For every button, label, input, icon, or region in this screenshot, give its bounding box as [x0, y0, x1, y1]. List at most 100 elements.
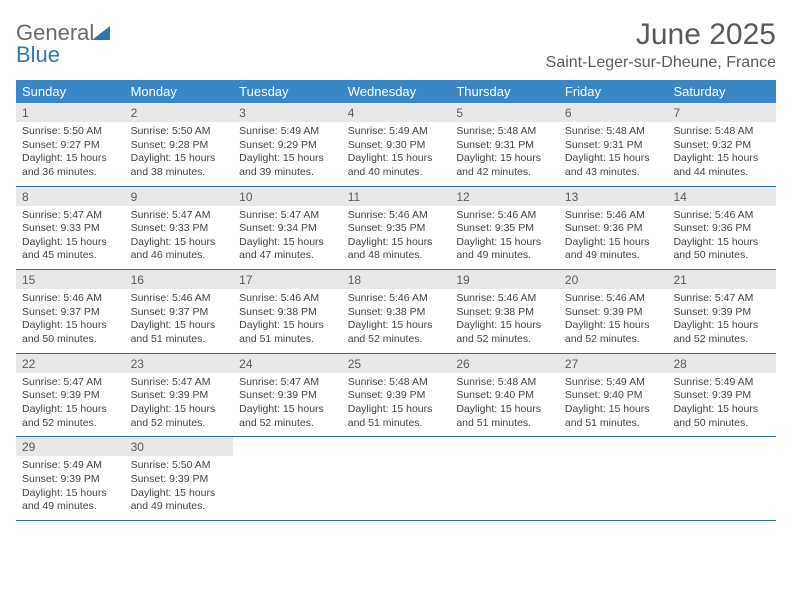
day-content: Sunrise: 5:48 AMSunset: 9:32 PMDaylight:… — [667, 122, 776, 186]
sunset-text: Sunset: 9:37 PM — [131, 306, 228, 320]
sunrise-text: Sunrise: 5:46 AM — [456, 209, 553, 223]
day-content — [342, 456, 451, 520]
daylight-text: Daylight: 15 hours and 46 minutes. — [131, 236, 228, 263]
sunset-text: Sunset: 9:32 PM — [673, 139, 770, 153]
sunset-text: Sunset: 9:39 PM — [673, 389, 770, 403]
content-row: Sunrise: 5:47 AMSunset: 9:33 PMDaylight:… — [16, 206, 776, 270]
day-number: 4 — [342, 103, 451, 122]
dow-cell: Tuesday — [233, 80, 342, 103]
day-content: Sunrise: 5:46 AMSunset: 9:35 PMDaylight:… — [342, 206, 451, 270]
sunrise-text: Sunrise: 5:49 AM — [348, 125, 445, 139]
day-content: Sunrise: 5:49 AMSunset: 9:40 PMDaylight:… — [559, 373, 668, 437]
sunset-text: Sunset: 9:31 PM — [456, 139, 553, 153]
sunset-text: Sunset: 9:40 PM — [565, 389, 662, 403]
daylight-text: Daylight: 15 hours and 51 minutes. — [239, 319, 336, 346]
sunset-text: Sunset: 9:35 PM — [456, 222, 553, 236]
daylight-text: Daylight: 15 hours and 52 minutes. — [565, 319, 662, 346]
month-title: June 2025 — [546, 18, 776, 52]
sunrise-text: Sunrise: 5:46 AM — [348, 209, 445, 223]
sunset-text: Sunset: 9:39 PM — [22, 389, 119, 403]
daylight-text: Daylight: 15 hours and 51 minutes. — [565, 403, 662, 430]
sunrise-text: Sunrise: 5:47 AM — [131, 209, 228, 223]
sunset-text: Sunset: 9:28 PM — [131, 139, 228, 153]
dow-cell: Thursday — [450, 80, 559, 103]
daylight-text: Daylight: 15 hours and 50 minutes. — [673, 403, 770, 430]
daylight-text: Daylight: 15 hours and 52 minutes. — [22, 403, 119, 430]
sunset-text: Sunset: 9:39 PM — [22, 473, 119, 487]
day-number: 21 — [667, 270, 776, 289]
dow-row: SundayMondayTuesdayWednesdayThursdayFrid… — [16, 80, 776, 103]
sunrise-text: Sunrise: 5:46 AM — [22, 292, 119, 306]
sunrise-text: Sunrise: 5:50 AM — [22, 125, 119, 139]
day-number: 3 — [233, 103, 342, 122]
sunset-text: Sunset: 9:38 PM — [348, 306, 445, 320]
daynum-row: 22232425262728 — [16, 354, 776, 373]
day-content: Sunrise: 5:49 AMSunset: 9:29 PMDaylight:… — [233, 122, 342, 186]
sunset-text: Sunset: 9:36 PM — [565, 222, 662, 236]
logo-text-2: Blue — [16, 42, 60, 67]
sunset-text: Sunset: 9:34 PM — [239, 222, 336, 236]
sunrise-text: Sunrise: 5:46 AM — [673, 209, 770, 223]
sunrise-text: Sunrise: 5:46 AM — [348, 292, 445, 306]
day-number: 26 — [450, 354, 559, 373]
day-content: Sunrise: 5:46 AMSunset: 9:38 PMDaylight:… — [450, 289, 559, 353]
day-content: Sunrise: 5:46 AMSunset: 9:37 PMDaylight:… — [16, 289, 125, 353]
daylight-text: Daylight: 15 hours and 44 minutes. — [673, 152, 770, 179]
sunset-text: Sunset: 9:36 PM — [673, 222, 770, 236]
day-content: Sunrise: 5:50 AMSunset: 9:39 PMDaylight:… — [125, 456, 234, 520]
daylight-text: Daylight: 15 hours and 49 minutes. — [22, 487, 119, 514]
sunset-text: Sunset: 9:29 PM — [239, 139, 336, 153]
daynum-row: 891011121314 — [16, 187, 776, 206]
sunrise-text: Sunrise: 5:48 AM — [673, 125, 770, 139]
day-number: 14 — [667, 187, 776, 206]
content-row: Sunrise: 5:46 AMSunset: 9:37 PMDaylight:… — [16, 289, 776, 353]
week-block: 891011121314Sunrise: 5:47 AMSunset: 9:33… — [16, 187, 776, 271]
sunrise-text: Sunrise: 5:49 AM — [673, 376, 770, 390]
daylight-text: Daylight: 15 hours and 45 minutes. — [22, 236, 119, 263]
day-content: Sunrise: 5:47 AMSunset: 9:33 PMDaylight:… — [125, 206, 234, 270]
day-number — [559, 437, 668, 456]
day-number: 11 — [342, 187, 451, 206]
day-content: Sunrise: 5:49 AMSunset: 9:30 PMDaylight:… — [342, 122, 451, 186]
dow-cell: Sunday — [16, 80, 125, 103]
day-content: Sunrise: 5:46 AMSunset: 9:37 PMDaylight:… — [125, 289, 234, 353]
daylight-text: Daylight: 15 hours and 51 minutes. — [456, 403, 553, 430]
day-number: 2 — [125, 103, 234, 122]
day-content: Sunrise: 5:49 AMSunset: 9:39 PMDaylight:… — [667, 373, 776, 437]
sunrise-text: Sunrise: 5:48 AM — [456, 376, 553, 390]
daylight-text: Daylight: 15 hours and 52 minutes. — [673, 319, 770, 346]
day-content: Sunrise: 5:47 AMSunset: 9:39 PMDaylight:… — [16, 373, 125, 437]
sunrise-text: Sunrise: 5:50 AM — [131, 125, 228, 139]
day-number: 24 — [233, 354, 342, 373]
daylight-text: Daylight: 15 hours and 47 minutes. — [239, 236, 336, 263]
day-content: Sunrise: 5:46 AMSunset: 9:39 PMDaylight:… — [559, 289, 668, 353]
logo-text: General Blue — [16, 22, 110, 66]
calendar: SundayMondayTuesdayWednesdayThursdayFrid… — [16, 80, 776, 521]
sunset-text: Sunset: 9:33 PM — [22, 222, 119, 236]
day-number: 22 — [16, 354, 125, 373]
sunrise-text: Sunrise: 5:48 AM — [456, 125, 553, 139]
daylight-text: Daylight: 15 hours and 52 minutes. — [239, 403, 336, 430]
sunset-text: Sunset: 9:38 PM — [239, 306, 336, 320]
day-content — [559, 456, 668, 520]
day-content: Sunrise: 5:46 AMSunset: 9:35 PMDaylight:… — [450, 206, 559, 270]
content-row: Sunrise: 5:49 AMSunset: 9:39 PMDaylight:… — [16, 456, 776, 520]
sunrise-text: Sunrise: 5:49 AM — [22, 459, 119, 473]
day-number — [233, 437, 342, 456]
day-content — [667, 456, 776, 520]
day-content: Sunrise: 5:49 AMSunset: 9:39 PMDaylight:… — [16, 456, 125, 520]
dow-cell: Saturday — [667, 80, 776, 103]
day-content: Sunrise: 5:48 AMSunset: 9:31 PMDaylight:… — [559, 122, 668, 186]
week-block: 22232425262728Sunrise: 5:47 AMSunset: 9:… — [16, 354, 776, 438]
day-number: 19 — [450, 270, 559, 289]
day-number: 13 — [559, 187, 668, 206]
sunset-text: Sunset: 9:39 PM — [673, 306, 770, 320]
day-number — [667, 437, 776, 456]
day-number: 12 — [450, 187, 559, 206]
week-block: 2930Sunrise: 5:49 AMSunset: 9:39 PMDayli… — [16, 437, 776, 521]
daylight-text: Daylight: 15 hours and 49 minutes. — [131, 487, 228, 514]
daylight-text: Daylight: 15 hours and 51 minutes. — [131, 319, 228, 346]
week-block: 15161718192021Sunrise: 5:46 AMSunset: 9:… — [16, 270, 776, 354]
day-content: Sunrise: 5:50 AMSunset: 9:27 PMDaylight:… — [16, 122, 125, 186]
day-content: Sunrise: 5:50 AMSunset: 9:28 PMDaylight:… — [125, 122, 234, 186]
